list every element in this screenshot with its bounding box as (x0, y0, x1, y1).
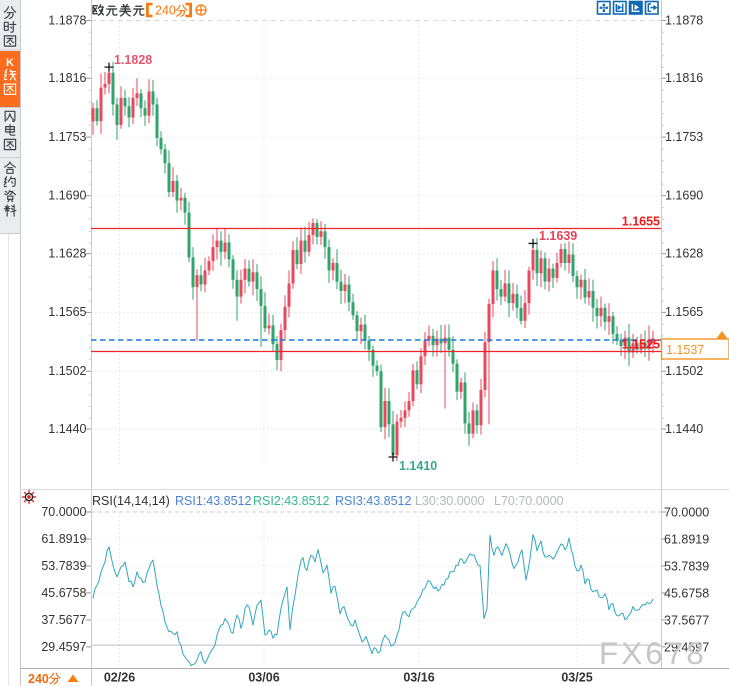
svg-text:RSI2:43.8512: RSI2:43.8512 (253, 494, 329, 508)
svg-text:1.1828: 1.1828 (114, 53, 152, 67)
svg-text:45.6758: 45.6758 (41, 586, 86, 600)
svg-text:53.7839: 53.7839 (41, 559, 86, 573)
svg-text:K: K (6, 57, 14, 69)
svg-text:61.8919: 61.8919 (664, 533, 709, 547)
svg-text:1.1655: 1.1655 (622, 215, 660, 229)
svg-text:61.8919: 61.8919 (41, 532, 86, 546)
svg-text:1.1753: 1.1753 (665, 130, 703, 144)
svg-text:03/06: 03/06 (248, 671, 279, 685)
svg-text:1.1690: 1.1690 (665, 189, 703, 203)
svg-text:53.7839: 53.7839 (664, 560, 709, 574)
svg-text:1.1502: 1.1502 (48, 364, 86, 378)
svg-text:1.1816: 1.1816 (48, 71, 86, 85)
svg-text:RSI3:43.8512: RSI3:43.8512 (335, 494, 411, 508)
svg-text:1.1502: 1.1502 (665, 364, 703, 378)
svg-text:03/25: 03/25 (561, 671, 592, 685)
svg-text:70.0000: 70.0000 (664, 506, 709, 520)
svg-text:37.5677: 37.5677 (41, 613, 86, 627)
svg-text:1.1628: 1.1628 (48, 247, 86, 261)
svg-text:1.1878: 1.1878 (665, 13, 703, 27)
svg-text:1.1690: 1.1690 (48, 189, 86, 203)
svg-text:1.1816: 1.1816 (665, 71, 703, 85)
svg-text:1.1537: 1.1537 (666, 343, 704, 357)
svg-text:1.1410: 1.1410 (399, 459, 437, 473)
svg-text:240: 240 (28, 672, 49, 686)
svg-text:02/26: 02/26 (104, 671, 135, 685)
svg-text:L70:70.0000: L70:70.0000 (494, 494, 564, 508)
svg-text:29.4597: 29.4597 (664, 640, 709, 654)
svg-text:RSI(14,14,14): RSI(14,14,14) (92, 494, 170, 508)
svg-text:45.6758: 45.6758 (664, 586, 709, 600)
svg-text:29.4597: 29.4597 (41, 640, 86, 654)
svg-text:03/16: 03/16 (403, 671, 434, 685)
svg-text:1.1440: 1.1440 (665, 422, 703, 436)
svg-text:L30:30.0000: L30:30.0000 (415, 494, 485, 508)
svg-text:1.1628: 1.1628 (665, 247, 703, 261)
svg-text:70.0000: 70.0000 (41, 505, 86, 519)
svg-text:37.5677: 37.5677 (664, 613, 709, 627)
svg-text:1.1565: 1.1565 (665, 305, 703, 319)
svg-text:RSI1:43.8512: RSI1:43.8512 (175, 494, 251, 508)
svg-text:1.1440: 1.1440 (48, 422, 86, 436)
svg-text:1.1565: 1.1565 (48, 305, 86, 319)
svg-text:1.1878: 1.1878 (48, 13, 86, 27)
svg-text:FX678: FX678 (599, 635, 707, 671)
svg-text:240: 240 (155, 4, 176, 18)
svg-text:1.1753: 1.1753 (48, 130, 86, 144)
svg-text:1.1639: 1.1639 (539, 229, 577, 243)
svg-text:1.1525: 1.1525 (622, 338, 660, 352)
